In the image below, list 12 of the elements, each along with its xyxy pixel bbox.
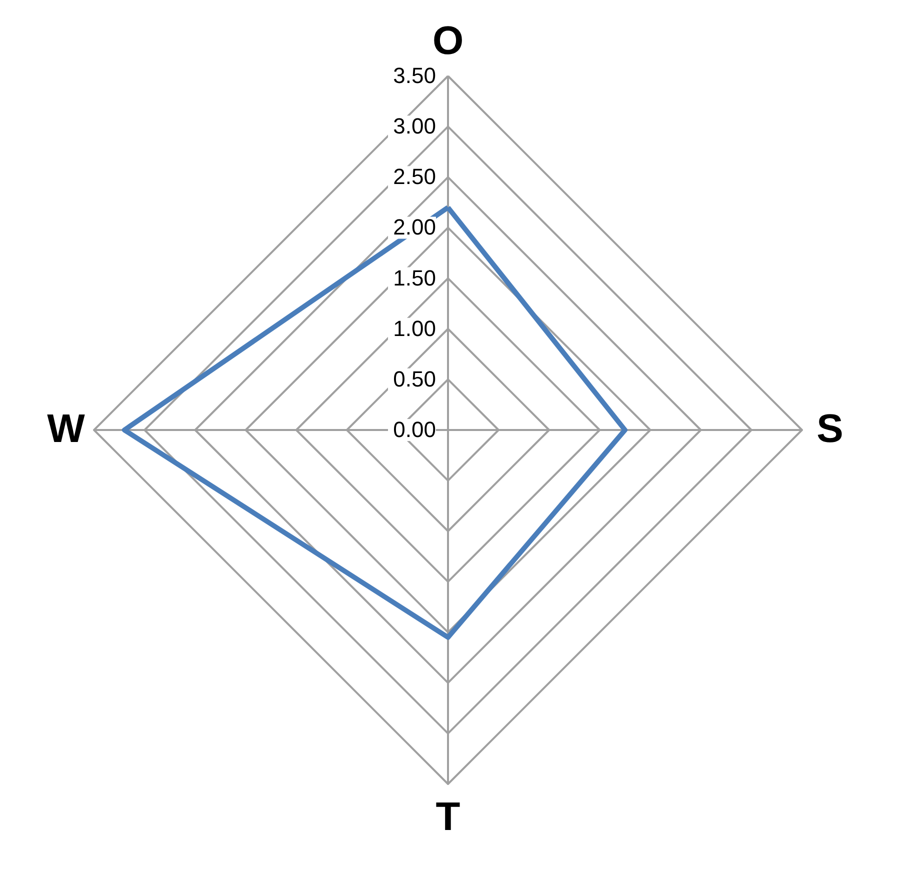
y-tick-label: 2.00: [393, 214, 436, 240]
y-tick-label: 2.50: [393, 164, 436, 190]
y-tick-label: 3.50: [393, 63, 436, 88]
spoke-label: O: [432, 19, 464, 64]
y-tick-label: 1.00: [393, 316, 436, 341]
y-tick-label: 0.00: [393, 417, 436, 442]
spoke-label: W: [47, 407, 86, 451]
y-tick-label: 0.50: [393, 366, 436, 392]
spoke-label: S: [816, 407, 844, 451]
y-tick-label: 1.50: [393, 265, 436, 290]
y-tick-label: 3.00: [393, 114, 436, 139]
spoke-label: T: [436, 794, 460, 839]
